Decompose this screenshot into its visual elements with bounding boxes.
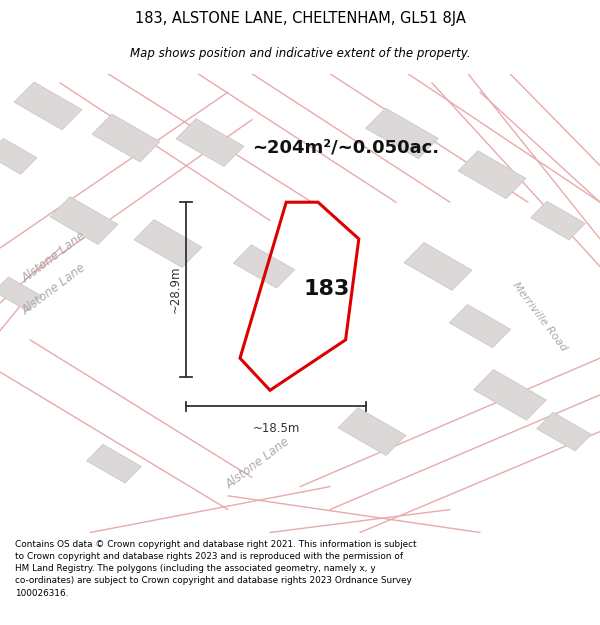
Text: ~204m²/~0.050ac.: ~204m²/~0.050ac. — [252, 138, 439, 156]
Text: Alstone Lane: Alstone Lane — [224, 436, 292, 492]
Text: Contains OS data © Crown copyright and database right 2021. This information is : Contains OS data © Crown copyright and d… — [15, 540, 416, 598]
Polygon shape — [176, 119, 244, 166]
Polygon shape — [404, 242, 472, 290]
Polygon shape — [134, 219, 202, 268]
Polygon shape — [458, 151, 526, 199]
Polygon shape — [537, 412, 591, 451]
Text: 183, ALSTONE LANE, CHELTENHAM, GL51 8JA: 183, ALSTONE LANE, CHELTENHAM, GL51 8JA — [134, 11, 466, 26]
Polygon shape — [474, 369, 546, 420]
Polygon shape — [14, 82, 82, 130]
Polygon shape — [449, 304, 511, 348]
Polygon shape — [366, 108, 438, 159]
Text: Alstone Lane: Alstone Lane — [20, 261, 88, 318]
Polygon shape — [338, 408, 406, 456]
Polygon shape — [531, 201, 585, 240]
Polygon shape — [0, 138, 37, 174]
Text: ~28.9m: ~28.9m — [169, 266, 182, 313]
Text: Alstone Lane: Alstone Lane — [20, 229, 88, 286]
Text: ~18.5m: ~18.5m — [253, 422, 299, 436]
Text: Merriville Road: Merriville Road — [511, 281, 569, 353]
Polygon shape — [233, 245, 295, 288]
Text: 183: 183 — [304, 279, 350, 299]
Polygon shape — [87, 444, 141, 483]
Polygon shape — [92, 114, 160, 162]
Polygon shape — [0, 277, 42, 311]
Polygon shape — [50, 197, 118, 244]
Text: Map shows position and indicative extent of the property.: Map shows position and indicative extent… — [130, 47, 470, 59]
